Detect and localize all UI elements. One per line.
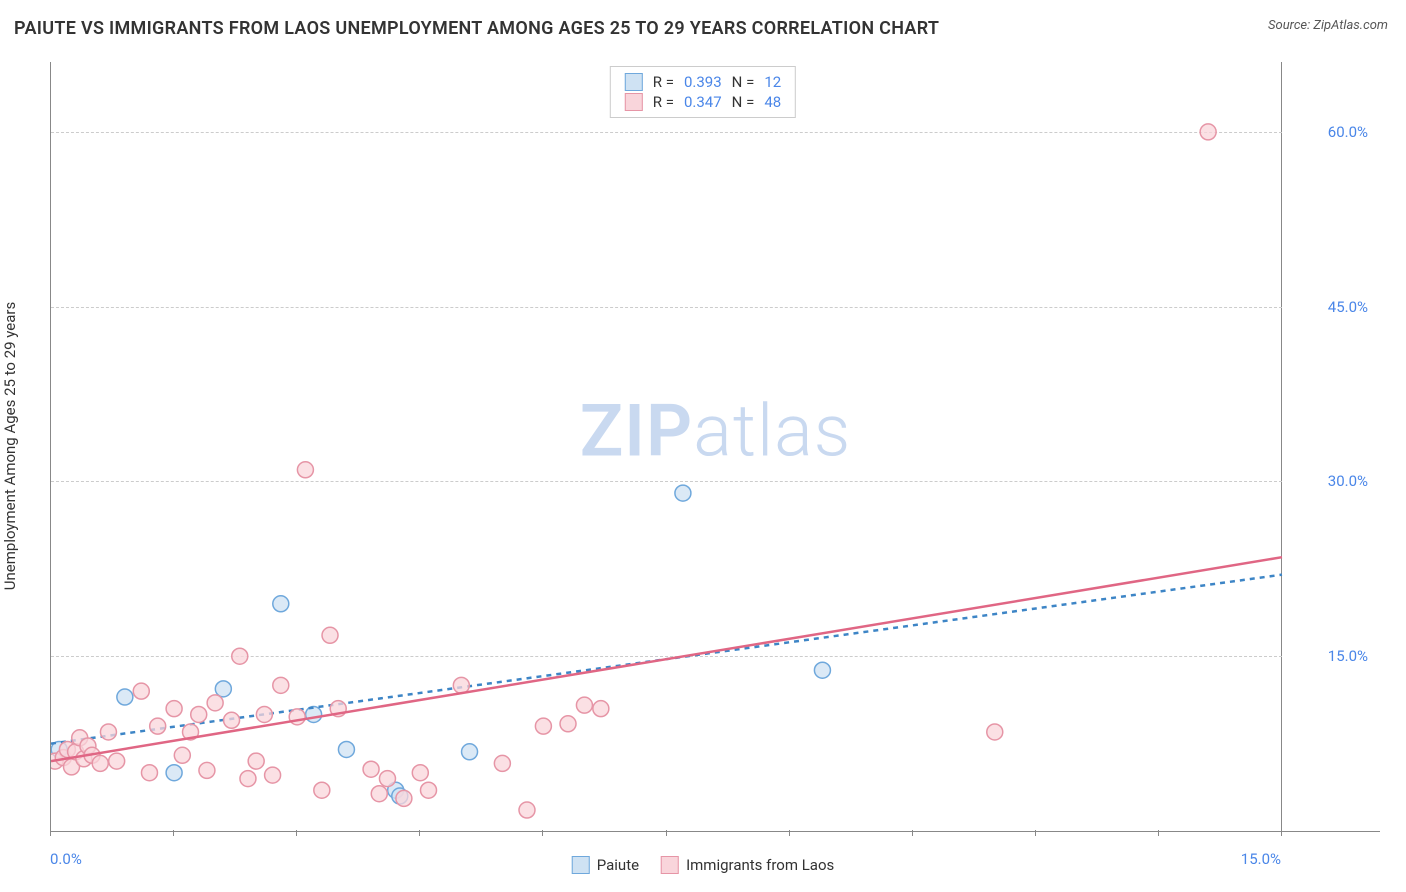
legend-label-paiute: Paiute (597, 856, 639, 874)
legend-label-laos: Immigrants from Laos (686, 856, 834, 874)
corr-r-label-2: R = (653, 93, 674, 111)
scatter-point (462, 744, 478, 760)
scatter-point (256, 706, 272, 722)
corr-row-1: R = 0.393 N = 12 (625, 73, 781, 91)
chart-title: PAIUTE VS IMMIGRANTS FROM LAOS UNEMPLOYM… (14, 18, 939, 39)
scatter-point (150, 718, 166, 734)
scatter-point (100, 724, 116, 740)
scatter-point (265, 767, 281, 783)
scatter-point (232, 648, 248, 664)
scatter-point (174, 747, 190, 763)
scatter-point (224, 712, 240, 728)
scatter-plot-svg (51, 62, 1380, 831)
scatter-point (396, 790, 412, 806)
x-tick-label: 0.0% (50, 850, 82, 868)
scatter-point (314, 782, 330, 798)
scatter-point (338, 741, 354, 757)
scatter-point (248, 753, 264, 769)
legend-swatch-laos (661, 856, 679, 874)
scatter-point (519, 802, 535, 818)
scatter-point (494, 755, 510, 771)
scatter-point (675, 485, 691, 501)
scatter-point (379, 771, 395, 787)
scatter-point (306, 706, 322, 722)
corr-n-label-1: N = (732, 73, 755, 91)
scatter-point (421, 782, 437, 798)
corr-swatch-1 (625, 73, 643, 91)
correlation-legend: R = 0.393 N = 12 R = 0.347 N = 48 (610, 66, 796, 118)
scatter-point (576, 697, 592, 713)
scatter-point (240, 771, 256, 787)
corr-r-label-1: R = (653, 73, 674, 91)
scatter-point (199, 762, 215, 778)
scatter-point (109, 753, 125, 769)
scatter-point (814, 662, 830, 678)
scatter-point (215, 681, 231, 697)
scatter-point (117, 689, 133, 705)
scatter-point (92, 755, 108, 771)
scatter-point (166, 765, 182, 781)
series-legend: Paiute Immigrants from Laos (572, 856, 835, 874)
corr-n-val-1: 12 (764, 73, 781, 91)
legend-swatch-paiute (572, 856, 590, 874)
x-tick-label: 15.0% (1241, 850, 1281, 868)
scatter-point (166, 701, 182, 717)
scatter-point (207, 695, 223, 711)
legend-item-paiute: Paiute (572, 856, 639, 874)
scatter-point (1200, 124, 1216, 140)
scatter-point (987, 724, 1003, 740)
scatter-point (191, 706, 207, 722)
chart-area: ZIPatlas 15.0%30.0%45.0%60.0% (50, 62, 1380, 832)
source-label: Source: ZipAtlas.com (1268, 18, 1388, 33)
scatter-point (322, 627, 338, 643)
scatter-point (363, 761, 379, 777)
scatter-point (412, 765, 428, 781)
scatter-point (535, 718, 551, 734)
scatter-point (593, 701, 609, 717)
corr-n-label-2: N = (732, 93, 755, 111)
corr-row-2: R = 0.347 N = 48 (625, 93, 781, 111)
scatter-point (371, 786, 387, 802)
scatter-point (133, 683, 149, 699)
corr-n-val-2: 48 (764, 93, 781, 111)
corr-r-val-2: 0.347 (684, 93, 722, 111)
corr-swatch-2 (625, 93, 643, 111)
legend-item-laos: Immigrants from Laos (661, 856, 834, 874)
scatter-point (273, 677, 289, 693)
corr-r-val-1: 0.393 (684, 73, 722, 91)
scatter-point (560, 716, 576, 732)
scatter-point (297, 462, 313, 478)
y-axis-label: Unemployment Among Ages 25 to 29 years (1, 302, 19, 590)
scatter-point (141, 765, 157, 781)
scatter-point (273, 596, 289, 612)
